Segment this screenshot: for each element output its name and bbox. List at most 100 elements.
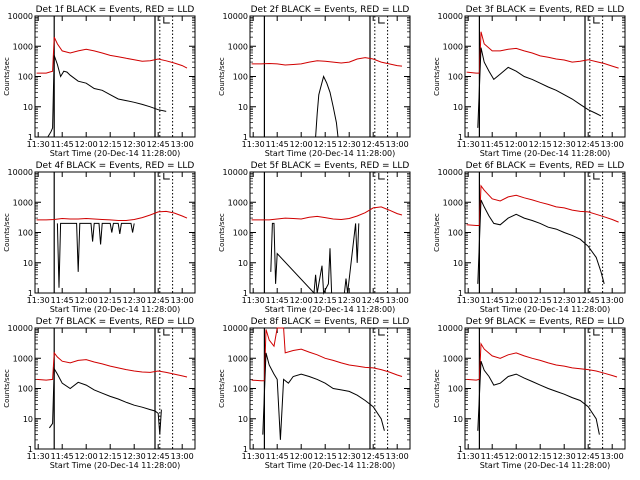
y-tick-label: 10 xyxy=(238,259,248,268)
x-axis-label: Start Time (20-Dec-14 11:28:00) xyxy=(480,149,611,158)
x-tick-label: 11:30 xyxy=(242,140,265,149)
y-tick-label: 10 xyxy=(453,415,463,424)
x-axis-label: Start Time (20-Dec-14 11:28:00) xyxy=(50,149,181,158)
x-tick-label: 11:45 xyxy=(481,140,504,149)
y-tick-label: 100 xyxy=(448,73,463,82)
chart-panel: Det 1f BLACK = Events, RED = LLD 11:30 11:… xyxy=(3,5,196,158)
y-tick-label: 1 xyxy=(28,289,33,298)
events-series-line xyxy=(270,222,360,295)
x-tick-label: 12:45 xyxy=(577,452,600,461)
y-tick-label: 1000 xyxy=(443,354,463,363)
plot-frame xyxy=(249,15,411,138)
events-series-line xyxy=(56,222,135,288)
x-tick-label: 13:00 xyxy=(601,296,624,305)
y-axis-label: Counts/sec xyxy=(3,369,11,408)
y-tick-label: 10000 xyxy=(8,168,33,177)
chart-title: Det 7f BLACK = Events, RED = LLD xyxy=(36,317,195,327)
y-tick-label: 10 xyxy=(23,415,33,424)
x-tick-label: 12:45 xyxy=(147,452,170,461)
x-tick-label: 11:45 xyxy=(481,296,504,305)
x-tick-label: 12:30 xyxy=(553,452,576,461)
y-tick-label: 1 xyxy=(458,133,463,142)
x-axis-label: Start Time (20-Dec-14 11:28:00) xyxy=(265,305,396,314)
chart-panel: Det 9f BLACK = Events, RED = LLD 11:30 11:… xyxy=(433,317,626,470)
x-tick-label: 11:30 xyxy=(27,296,50,305)
chart-title: Det 6f BLACK = Events, RED = LLD xyxy=(466,161,625,171)
events-series-line xyxy=(48,366,162,435)
x-tick-label: 11:45 xyxy=(266,140,289,149)
chart-title: Det 9f BLACK = Events, RED = LLD xyxy=(466,317,625,327)
y-tick-label: 10000 xyxy=(8,12,33,21)
x-tick-label: 12:45 xyxy=(147,296,170,305)
x-tick-label: 11:30 xyxy=(242,452,265,461)
chart-panel: Det 4f BLACK = Events, RED = LLD 11:30 11:… xyxy=(3,161,196,314)
y-tick-label: 10 xyxy=(453,103,463,112)
lld-series-line xyxy=(466,31,619,74)
x-tick-label: 11:30 xyxy=(27,452,50,461)
x-tick-label: 12:00 xyxy=(505,452,528,461)
x-tick-label: 13:00 xyxy=(171,140,194,149)
y-tick-label: 10 xyxy=(453,259,463,268)
y-tick-label: 1000 xyxy=(443,42,463,51)
x-tick-label: 13:00 xyxy=(171,452,194,461)
x-tick-label: 12:45 xyxy=(577,296,600,305)
x-tick-label: 12:00 xyxy=(75,140,98,149)
x-tick-label: 12:00 xyxy=(505,296,528,305)
bracket-mark xyxy=(593,17,600,24)
y-tick-label: 100 xyxy=(233,385,248,394)
y-tick-label: 10 xyxy=(23,259,33,268)
events-series-line xyxy=(262,352,385,440)
x-tick-label: 13:00 xyxy=(386,296,409,305)
y-tick-label: 10000 xyxy=(223,168,248,177)
x-tick-label: 12:45 xyxy=(362,296,385,305)
x-tick-label: 12:45 xyxy=(362,140,385,149)
y-tick-label: 1 xyxy=(243,289,248,298)
x-tick-label: 12:00 xyxy=(290,452,313,461)
x-tick-label: 11:30 xyxy=(242,296,265,305)
y-tick-label: 1000 xyxy=(228,42,248,51)
x-tick-label: 12:15 xyxy=(99,452,122,461)
bracket-mark xyxy=(163,329,170,336)
y-tick-label: 10000 xyxy=(223,324,248,333)
x-axis-label: Start Time (20-Dec-14 11:28:00) xyxy=(50,461,181,470)
lld-series-line xyxy=(36,210,188,221)
x-tick-label: 12:00 xyxy=(75,452,98,461)
x-tick-label: 12:15 xyxy=(314,140,337,149)
y-tick-label: 1 xyxy=(458,445,463,454)
chart-panel: Det 5f BLACK = Events, RED = LLD 11:30 11:… xyxy=(218,161,411,314)
x-tick-label: 11:45 xyxy=(266,452,289,461)
y-tick-label: 10000 xyxy=(438,12,463,21)
bracket-mark xyxy=(378,173,385,180)
chart-panel: Det 2f BLACK = Events, RED = LLD 11:30 11:… xyxy=(218,5,411,158)
events-series-line xyxy=(315,75,339,138)
x-tick-label: 11:45 xyxy=(266,296,289,305)
y-axis-label: Counts/sec xyxy=(218,57,226,96)
events-series-line xyxy=(47,55,167,138)
y-tick-label: 1000 xyxy=(443,198,463,207)
chart-panel: Det 8f BLACK = Events, RED = LLD 11:30 11:… xyxy=(218,317,411,470)
chart-title: Det 2f BLACK = Events, RED = LLD xyxy=(251,5,410,15)
x-tick-label: 12:00 xyxy=(290,140,313,149)
x-tick-label: 12:30 xyxy=(338,452,361,461)
plot-frame xyxy=(464,15,626,138)
lld-series-line xyxy=(466,184,619,226)
lld-series-line xyxy=(251,206,403,221)
x-tick-label: 11:45 xyxy=(51,296,74,305)
events-series-line xyxy=(477,361,600,435)
y-axis-label: Counts/sec xyxy=(218,369,226,408)
y-tick-label: 1000 xyxy=(13,42,33,51)
y-axis-label: Counts/sec xyxy=(218,213,226,252)
lld-series-line xyxy=(36,351,188,381)
y-tick-label: 100 xyxy=(18,385,33,394)
chart-title: Det 5f BLACK = Events, RED = LLD xyxy=(251,161,410,171)
y-tick-label: 100 xyxy=(233,73,248,82)
x-tick-label: 11:30 xyxy=(457,140,480,149)
chart-title: Det 4f BLACK = Events, RED = LLD xyxy=(36,161,195,171)
x-tick-label: 12:30 xyxy=(123,296,146,305)
chart-title: Det 1f BLACK = Events, RED = LLD xyxy=(36,5,195,15)
x-tick-label: 11:45 xyxy=(481,452,504,461)
x-tick-label: 12:30 xyxy=(123,452,146,461)
chart-title: Det 3f BLACK = Events, RED = LLD xyxy=(466,5,625,15)
y-tick-label: 1000 xyxy=(228,354,248,363)
